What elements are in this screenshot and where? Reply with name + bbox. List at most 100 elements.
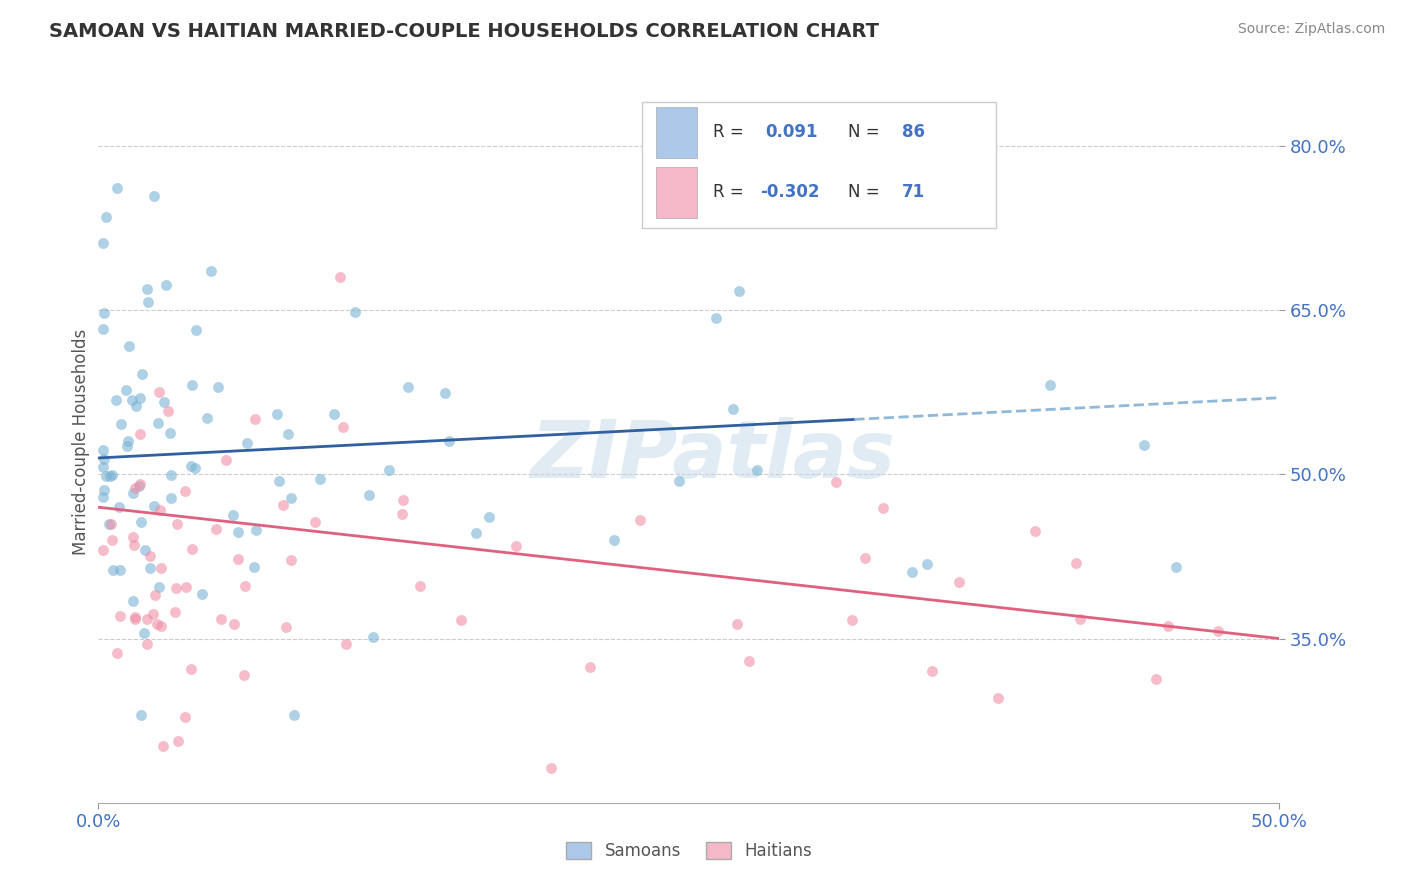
Point: [915, 558, 938, 572]
FancyBboxPatch shape: [655, 107, 697, 158]
Point: [91, 322, 114, 336]
Point: [243, 412, 266, 426]
Point: [668, 475, 690, 489]
Point: [277, 426, 299, 441]
Point: [155, 277, 177, 292]
Point: [153, 394, 176, 409]
Point: [117, 434, 139, 448]
Point: [105, 180, 128, 194]
Point: [136, 612, 159, 626]
Point: [152, 739, 174, 753]
Point: [335, 637, 357, 651]
Point: [160, 467, 183, 482]
Point: [332, 420, 354, 434]
Point: [841, 613, 863, 627]
Point: [207, 380, 229, 394]
Point: [121, 594, 143, 608]
Point: [329, 270, 352, 285]
Point: [191, 587, 214, 601]
Point: [603, 533, 626, 547]
Point: [853, 551, 876, 566]
Point: [233, 579, 256, 593]
Point: [226, 552, 249, 566]
Point: [540, 760, 562, 774]
Point: [124, 610, 146, 624]
Point: [100, 533, 122, 548]
Point: [1144, 672, 1167, 686]
Point: [105, 646, 128, 660]
Point: [91, 491, 114, 505]
Point: [139, 561, 162, 575]
Point: [124, 482, 146, 496]
Point: [129, 515, 152, 529]
Point: [149, 502, 172, 516]
Point: [226, 524, 249, 539]
Point: [143, 588, 166, 602]
Point: [921, 664, 943, 678]
Point: [271, 498, 294, 512]
Point: [91, 459, 114, 474]
Point: [579, 660, 602, 674]
Point: [408, 579, 430, 593]
Point: [948, 574, 970, 589]
Point: [91, 442, 114, 457]
Point: [378, 463, 401, 477]
Point: [150, 561, 173, 575]
Point: [738, 654, 761, 668]
Point: [131, 367, 153, 381]
Point: [160, 491, 183, 506]
Point: [1133, 438, 1156, 452]
Point: [142, 499, 165, 513]
Text: ZIPatlas: ZIPatlas: [530, 417, 896, 495]
Point: [222, 616, 245, 631]
Point: [437, 434, 460, 448]
Point: [108, 563, 131, 577]
Point: [145, 617, 167, 632]
Point: [149, 619, 172, 633]
Text: 86: 86: [901, 123, 925, 141]
Point: [727, 284, 749, 298]
Text: 71: 71: [901, 183, 925, 202]
Point: [142, 607, 165, 621]
Point: [165, 605, 187, 619]
Point: [280, 553, 302, 567]
Point: [98, 468, 121, 483]
FancyBboxPatch shape: [641, 102, 995, 228]
Point: [1156, 619, 1178, 633]
Point: [824, 475, 846, 489]
Point: [235, 436, 257, 450]
Point: [1024, 524, 1046, 538]
Point: [1039, 377, 1062, 392]
Text: Source: ZipAtlas.com: Source: ZipAtlas.com: [1237, 22, 1385, 37]
Point: [304, 516, 326, 530]
Text: 0.091: 0.091: [766, 123, 818, 141]
Point: [283, 708, 305, 723]
Point: [245, 523, 267, 537]
Point: [280, 491, 302, 505]
Point: [121, 393, 143, 408]
Text: N =: N =: [848, 123, 880, 141]
Point: [104, 392, 127, 407]
Point: [98, 517, 121, 532]
Point: [139, 549, 162, 563]
Point: [166, 516, 188, 531]
Point: [108, 500, 131, 514]
Point: [205, 522, 228, 536]
Point: [465, 526, 488, 541]
Point: [91, 542, 114, 557]
Point: [101, 563, 124, 577]
Point: [128, 478, 150, 492]
Point: [1206, 624, 1229, 638]
Point: [361, 630, 384, 644]
Point: [93, 306, 115, 320]
Point: [181, 542, 204, 557]
Point: [266, 407, 288, 421]
Text: R =: R =: [713, 183, 744, 202]
Point: [900, 565, 922, 579]
Point: [986, 690, 1008, 705]
Point: [110, 608, 132, 623]
Point: [195, 410, 218, 425]
Point: [180, 662, 202, 676]
Point: [117, 439, 139, 453]
Point: [110, 417, 132, 431]
